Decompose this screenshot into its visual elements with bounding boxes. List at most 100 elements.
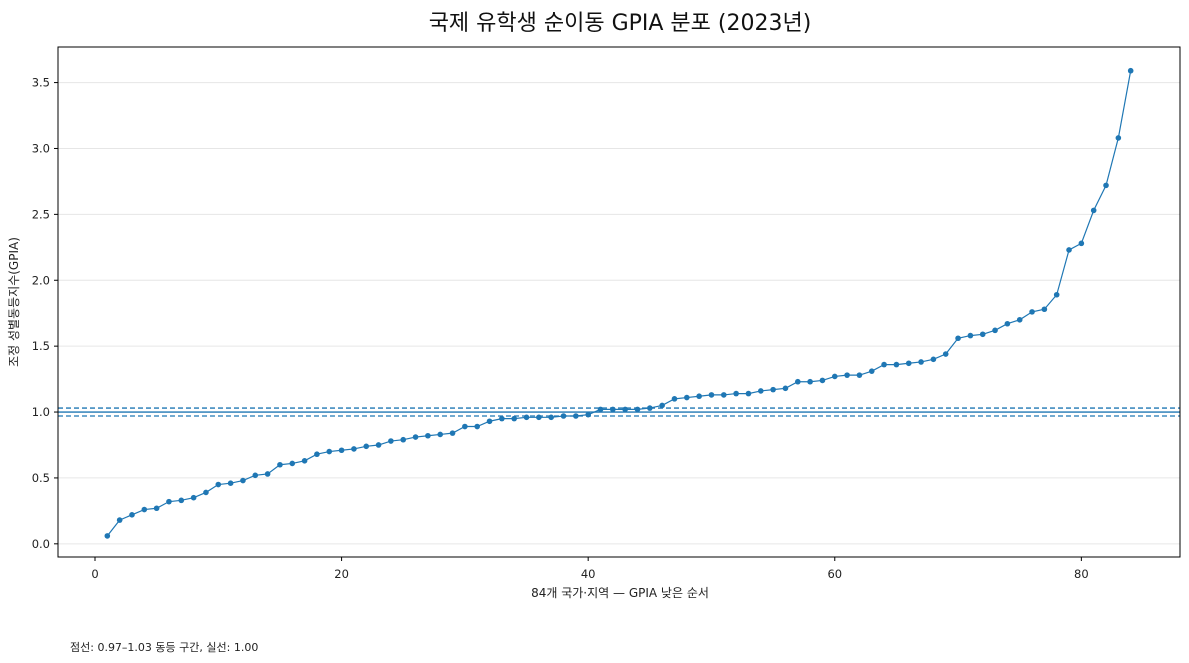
data-point [190,494,197,501]
data-point [671,396,678,402]
data-point [905,360,912,367]
data-point [684,394,690,401]
data-point [610,406,616,413]
data-point [141,506,148,513]
data-point [277,461,283,468]
data-point [499,415,505,422]
x-tick-label: 40 [581,567,596,581]
data-point [573,413,579,419]
grid-lines [58,82,1180,545]
data-point [1053,291,1060,298]
x-tick-label: 60 [827,567,842,581]
data-point [955,335,961,342]
data-point [967,332,974,339]
data-point [992,327,998,334]
data-point [264,471,271,477]
data-point [178,497,185,504]
data-point [240,477,246,484]
data-point [412,434,419,440]
data-point [116,517,123,523]
x-tick-label: 80 [1074,567,1089,581]
data-point [437,431,444,438]
data-point [721,392,727,398]
data-point [794,378,801,385]
data-point [696,393,702,400]
data-point [1103,182,1109,189]
data-point [634,406,641,413]
x-axis-ticks: 0 20 40 60 80 [91,557,1089,581]
data-point [560,413,567,419]
data-point [203,489,209,496]
data-point [868,368,875,374]
data-point [1016,316,1023,323]
data-point [474,423,481,430]
data-point [1004,320,1011,327]
data-point [375,442,382,448]
data-point [227,480,234,487]
series-line [106,70,1132,537]
data-point [979,331,986,338]
data-point [548,414,554,421]
data-point [585,411,591,418]
data-point [166,498,172,505]
data-series [104,67,1134,539]
data-point [511,415,517,422]
data-point [1115,135,1122,141]
y-tick-label: 2.0 [32,273,50,287]
y-axis-label: 조정 성별동등지수(GPIA) [7,237,21,367]
data-point [1029,309,1035,315]
data-point [893,361,900,368]
data-point [807,378,813,385]
data-point [1078,240,1085,247]
data-point [647,405,653,411]
x-tick-label: 0 [91,567,98,581]
data-point [819,377,826,384]
data-point [338,447,345,454]
data-point [486,418,493,425]
data-point [462,423,468,430]
data-point [388,438,394,444]
chart-title: 국제 유학생 순이동 GPIA 분포 (2023년) [429,11,812,36]
data-point [400,436,407,443]
data-point [536,414,542,421]
y-tick-label: 0.5 [32,471,50,485]
data-point [449,430,456,436]
data-point [363,443,370,450]
plot-frame [57,46,1181,558]
data-point [523,414,530,421]
data-point [326,448,333,455]
data-point [314,451,320,458]
x-tick-label: 20 [334,567,349,581]
data-point [425,432,431,439]
data-point [104,533,111,539]
data-point [733,390,739,397]
data-point [351,446,357,452]
data-point [745,390,752,397]
data-point [1127,67,1134,74]
y-tick-label: 2.5 [32,207,50,221]
data-point [930,356,937,363]
data-point [831,373,838,380]
data-point [252,472,259,479]
data-point [1041,306,1048,313]
data-point [215,481,222,488]
y-tick-label: 3.0 [32,141,50,155]
y-axis-ticks: 0.0 0.5 1.0 1.5 2.0 2.5 3.0 3.5 [32,76,58,551]
data-point [942,351,949,357]
data-point [856,372,863,378]
reference-lines [58,407,1180,417]
y-tick-label: 1.5 [32,339,50,353]
y-tick-label: 3.5 [32,76,50,90]
data-point [289,460,296,467]
data-point [153,505,160,512]
data-point [782,385,789,392]
y-tick-label: 0.0 [32,537,50,551]
data-point [1090,207,1097,214]
data-point [597,406,604,413]
data-point [659,402,665,409]
data-point [918,359,924,365]
data-point [881,361,887,368]
data-point [757,388,764,394]
footnote: 점선: 0.97–1.03 동등 구간, 실선: 1.00 [70,641,258,654]
